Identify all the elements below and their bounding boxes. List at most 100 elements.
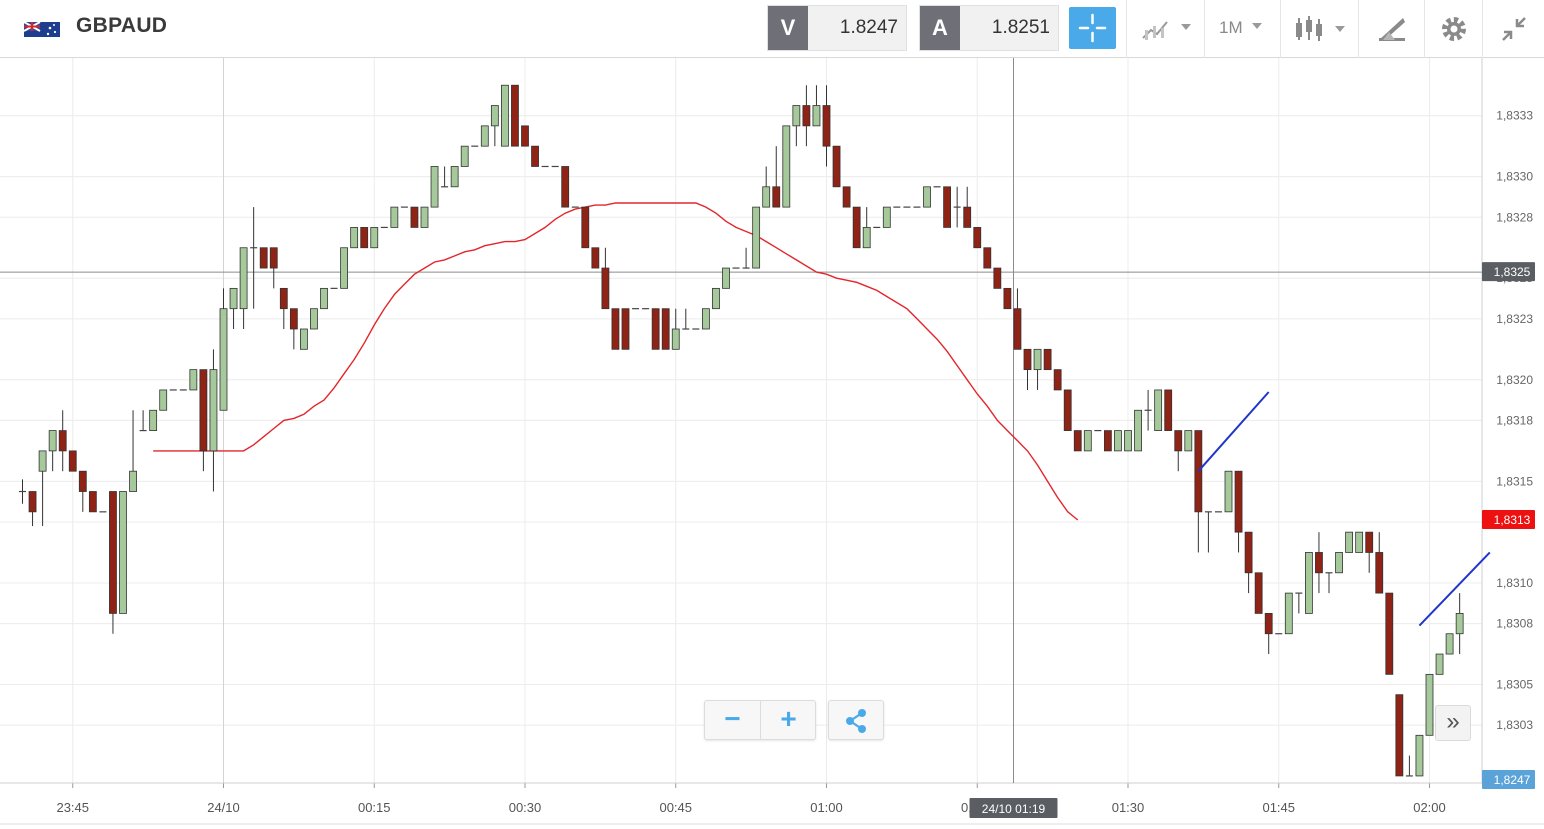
candle xyxy=(58,410,67,472)
candle xyxy=(460,145,469,167)
candle xyxy=(682,308,690,330)
candle xyxy=(1033,348,1042,390)
y-tick-label: 1,8315 xyxy=(1496,474,1533,488)
candle-body-down xyxy=(28,491,37,513)
ma-price-label-bg xyxy=(1482,509,1535,529)
candles-button[interactable] xyxy=(1280,0,1358,58)
ask-quote-button[interactable]: A 1.8251 xyxy=(919,5,1059,51)
candle-body-up xyxy=(370,227,379,249)
candle-body-down xyxy=(1174,430,1183,452)
candle-body-up xyxy=(1425,673,1434,736)
candle xyxy=(1315,532,1323,594)
bid-quote-button[interactable]: V 1.8247 xyxy=(767,5,907,51)
candle xyxy=(1335,552,1343,574)
candle xyxy=(1204,511,1212,553)
zoom-out-button[interactable]: − xyxy=(724,703,741,734)
candle xyxy=(1244,531,1253,594)
candle xyxy=(1395,694,1404,777)
candle-body-up xyxy=(923,186,931,208)
candle-body-up xyxy=(1435,653,1444,675)
candle xyxy=(1375,532,1384,594)
price-chart[interactable]: 1,8303 1,8305 1,8308 1,8310 1,8313 1,8315 1,83… xyxy=(0,58,1544,829)
timeframe-select[interactable]: 1M xyxy=(1204,0,1280,58)
share-button[interactable] xyxy=(828,700,884,740)
candle-body-down xyxy=(1073,430,1082,452)
candle xyxy=(531,145,539,167)
candle-body-up xyxy=(229,287,238,310)
y-tick-label: 1,8303 xyxy=(1496,718,1533,732)
candle-body-down xyxy=(1395,694,1404,777)
scroll-to-latest-button[interactable]: » xyxy=(1435,705,1471,741)
crosshair-icon xyxy=(1078,13,1107,43)
candle xyxy=(832,145,841,188)
candle-body-up xyxy=(390,206,399,228)
x-tick-label: 01:45 xyxy=(1262,800,1295,815)
candle xyxy=(1284,592,1293,635)
candle-body-down xyxy=(1023,348,1032,371)
candle xyxy=(68,450,77,472)
candle-body-up xyxy=(1033,348,1042,371)
candle xyxy=(219,288,228,411)
candle xyxy=(742,247,750,269)
candlesticks xyxy=(19,84,1464,777)
candle-body-down xyxy=(511,84,519,147)
candle-body-down xyxy=(1254,572,1263,614)
symbol-title: GBPAUD xyxy=(76,14,168,37)
candle-body-up xyxy=(792,105,801,127)
candle-body-down xyxy=(943,186,951,228)
candle xyxy=(269,247,278,289)
candle xyxy=(792,105,801,147)
candle-body-up xyxy=(1284,592,1293,635)
candle-body-up xyxy=(1154,389,1163,431)
candle xyxy=(1063,389,1072,431)
y-tick-label: 1,8318 xyxy=(1496,413,1533,427)
candle-body-down xyxy=(88,491,97,513)
candle-body-down xyxy=(279,287,288,310)
candle xyxy=(752,206,761,269)
settings-button[interactable] xyxy=(1424,0,1482,58)
y-tick-label: 1,8308 xyxy=(1496,617,1533,631)
candle xyxy=(390,206,399,228)
candle-body-down xyxy=(1164,389,1173,431)
candle-body-down xyxy=(58,430,67,452)
candle xyxy=(521,125,529,147)
candle-body-up xyxy=(239,247,248,310)
candle xyxy=(1114,430,1122,452)
chart-type-button[interactable] xyxy=(1126,0,1204,58)
candle xyxy=(1365,531,1374,573)
candle xyxy=(671,308,680,350)
candle xyxy=(1043,348,1052,371)
candle xyxy=(320,287,328,310)
candle-body-down xyxy=(661,308,670,350)
candle xyxy=(410,206,419,228)
x-tick-label: 00:30 xyxy=(509,800,542,815)
candle-body-down xyxy=(993,267,1002,289)
candle xyxy=(350,227,359,249)
candle xyxy=(953,186,961,228)
candle xyxy=(370,227,379,249)
crosshair-price-label-bg xyxy=(1482,262,1535,282)
zoom-in-button[interactable]: + xyxy=(780,703,797,734)
bid-value: 1.8247 xyxy=(839,17,898,38)
candle-body-up xyxy=(460,145,469,167)
x-tick-label: 02:00 xyxy=(1413,800,1446,815)
x-tick-label: 01:00 xyxy=(810,800,843,815)
candle-body-up xyxy=(480,125,489,147)
candle xyxy=(500,84,509,147)
candle-body-up xyxy=(712,287,720,310)
candle xyxy=(19,479,26,504)
ask-value: 1.8251 xyxy=(991,17,1050,38)
candle-body-down xyxy=(410,206,419,228)
candle xyxy=(1003,287,1012,310)
crosshair-button[interactable] xyxy=(1069,7,1116,49)
candle-body-up xyxy=(812,105,821,127)
candle xyxy=(1385,592,1394,675)
candle-body-up xyxy=(782,125,791,208)
moving-average-line xyxy=(153,202,1079,521)
trend-line xyxy=(1418,551,1491,627)
candle-body-down xyxy=(269,247,278,269)
drawing-tools-button[interactable] xyxy=(1358,0,1424,58)
collapse-button[interactable] xyxy=(1482,0,1544,58)
candle-body-down xyxy=(852,206,861,249)
candle xyxy=(88,491,97,513)
